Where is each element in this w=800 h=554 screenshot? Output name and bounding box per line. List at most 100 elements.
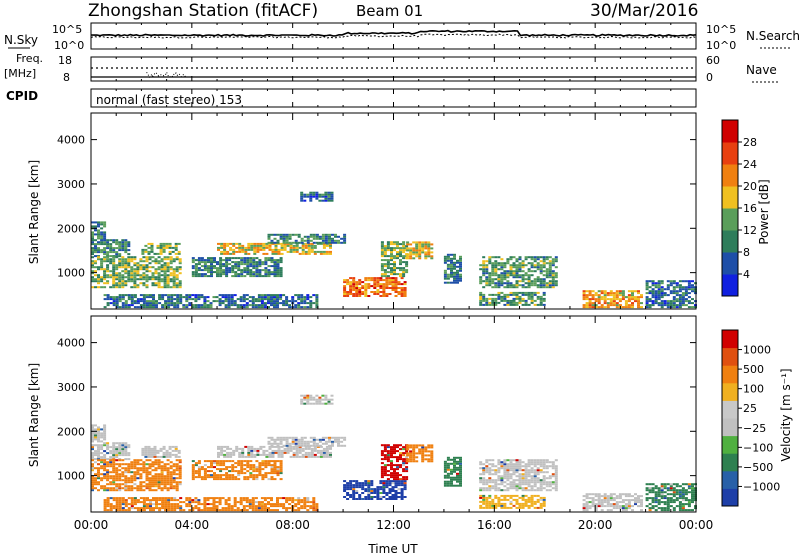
heatmap-cell: [194, 472, 198, 475]
heatmap-cell: [506, 282, 510, 285]
heatmap-cell: [229, 252, 233, 255]
heatmap-cell: [376, 293, 380, 295]
heatmap-cell: [279, 464, 283, 467]
heatmap-cell: [130, 503, 134, 506]
heatmap-cell: [216, 464, 219, 467]
heatmap-cell: [621, 507, 625, 510]
heatmap-cell: [497, 504, 501, 507]
heatmap-cell: [459, 261, 462, 264]
heatmap-cell: [385, 283, 389, 286]
heatmap-cell: [169, 479, 173, 482]
heatmap-cell: [328, 233, 331, 236]
heatmap-cell: [306, 294, 310, 297]
heatmap-cell: [515, 295, 519, 298]
heatmap-cell: [346, 291, 350, 293]
heatmap-cell: [624, 503, 628, 506]
heatmap-cell: [399, 474, 402, 477]
heatmap-cell: [591, 290, 595, 293]
heatmap-cell: [146, 306, 149, 309]
heatmap-cell: [249, 464, 253, 467]
heatmap-cell: [349, 496, 353, 498]
heatmap-cell: [542, 297, 546, 300]
heatmap-cell: [127, 497, 131, 500]
heatmap-cell: [147, 250, 151, 253]
heatmap-cell: [303, 396, 307, 399]
heatmap-cell: [283, 246, 287, 249]
heatmap-cell: [154, 262, 158, 265]
heatmap-cell: [243, 271, 247, 274]
heatmap-cell: [234, 263, 238, 266]
heatmap-cell: [300, 239, 304, 242]
heatmap-cell: [127, 485, 131, 488]
heatmap-cell: [142, 304, 146, 307]
heatmap-cell: [246, 263, 250, 266]
heatmap-cell: [415, 446, 419, 449]
heatmap-cell: [406, 247, 410, 250]
heatmap-cell: [159, 449, 163, 452]
heatmap-cell: [163, 284, 167, 287]
heatmap-cell: [103, 501, 107, 504]
heatmap-cell: [403, 295, 407, 297]
heatmap-cell: [91, 237, 94, 240]
heatmap-cell: [210, 265, 213, 268]
heatmap-cell: [225, 265, 229, 268]
heatmap-cell: [542, 258, 546, 261]
heatmap-cell: [142, 465, 146, 468]
heatmap-cell: [539, 483, 543, 486]
heatmap-cell: [234, 275, 238, 278]
heatmap-cell: [482, 297, 486, 300]
heatmap-cell: [396, 267, 399, 270]
heatmap-cell: [691, 306, 694, 309]
heatmap-cell: [393, 265, 396, 268]
heatmap-cell: [252, 476, 256, 479]
heatmap-cell: [191, 468, 195, 471]
heatmap-cell: [330, 398, 334, 401]
heatmap-cell: [479, 282, 483, 285]
heatmap-cell: [509, 272, 513, 275]
heatmap-cell: [606, 292, 610, 295]
heatmap-cell: [130, 302, 134, 305]
heatmap-cell: [527, 461, 531, 464]
heatmap-cell: [289, 455, 293, 458]
heatmap-cell: [402, 448, 406, 451]
heatmap-cell: [506, 284, 510, 287]
heatmap-cell: [191, 271, 195, 274]
heatmap-cell: [306, 235, 310, 238]
heatmap-cell: [115, 239, 119, 242]
heatmap-cell: [121, 483, 125, 486]
heatmap-cell: [648, 290, 652, 293]
heatmap-cell: [554, 475, 558, 478]
heatmap-cell: [506, 258, 510, 261]
heatmap-cell: [453, 484, 456, 487]
heatmap-cell: [152, 509, 155, 512]
heatmap-cell: [618, 493, 622, 496]
heatmap-cell: [118, 300, 122, 303]
heatmap-cell: [482, 256, 486, 259]
heatmap-cell: [270, 476, 274, 479]
heatmap-cell: [118, 243, 122, 246]
heatmap-cell: [255, 261, 259, 264]
power-x-ticks: [90, 113, 697, 309]
heatmap-cell: [178, 286, 182, 289]
heatmap-cell: [456, 259, 459, 262]
heatmap-cell: [678, 284, 682, 287]
heatmap-cell: [178, 284, 182, 287]
heatmap-cell: [222, 460, 226, 463]
heatmap-cell: [91, 467, 94, 470]
heatmap-cell: [506, 280, 510, 283]
freq-unit: [MHz]: [4, 67, 36, 80]
heatmap-cell: [606, 501, 610, 504]
heatmap-cell: [285, 300, 289, 303]
heatmap-cell: [453, 265, 456, 268]
heatmap-cell: [657, 495, 661, 498]
heatmap-cell: [612, 294, 616, 297]
station-title: Zhongshan Station (fitACF): [88, 1, 318, 21]
heatmap-cell: [494, 469, 498, 472]
heatmap-cell: [388, 279, 392, 282]
heatmap-cell: [216, 476, 219, 479]
heatmap-cell: [459, 484, 462, 487]
heatmap-cell: [274, 449, 278, 452]
heatmap-cell: [121, 507, 125, 510]
heatmap-cell: [307, 242, 311, 245]
heatmap-cell: [542, 262, 546, 265]
